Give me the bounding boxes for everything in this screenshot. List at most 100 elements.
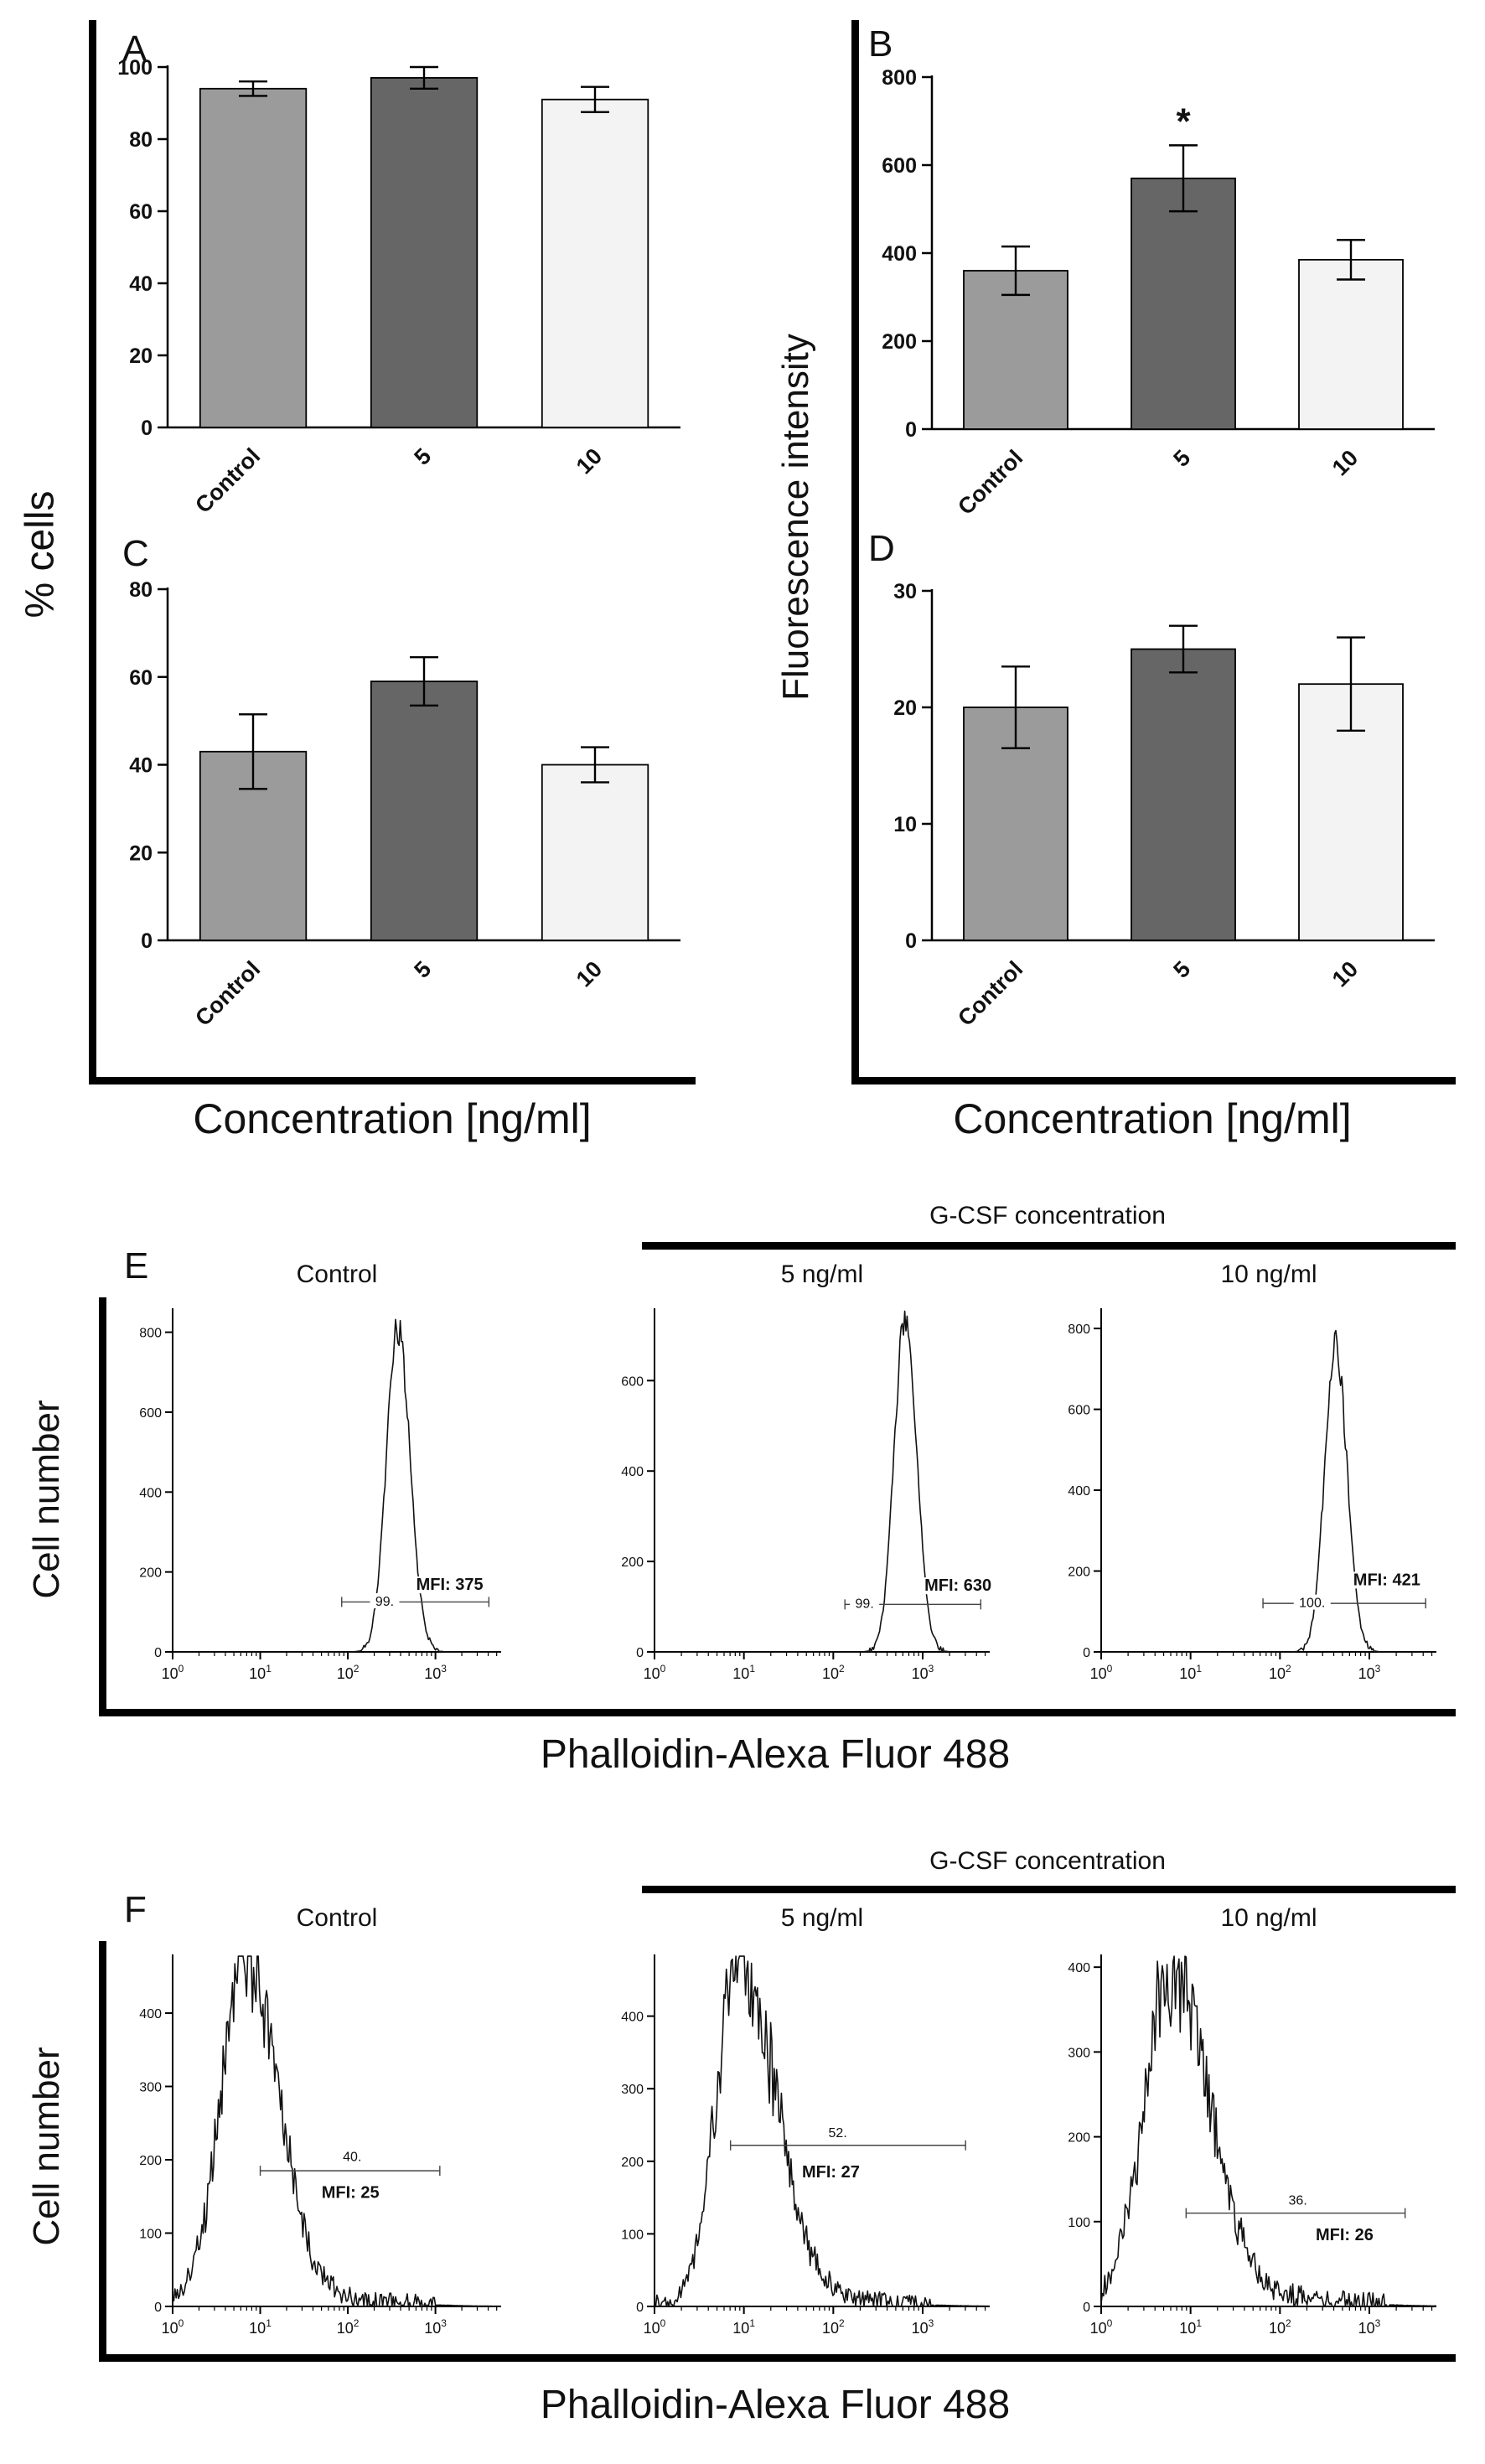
svg-text:MFI: 421: MFI: 421 — [1353, 1571, 1420, 1589]
svg-text:MFI: 375: MFI: 375 — [417, 1576, 484, 1594]
svg-text:0: 0 — [636, 2301, 644, 2315]
svg-text:40.: 40. — [343, 2151, 361, 2165]
panel-letter-e: E — [124, 1245, 149, 1286]
x-axis-label-phalloidin-f: Phalloidin-Alexa Fluor 488 — [540, 2383, 1011, 2427]
gcsf-concentration-header-e: G-CSF concentration — [929, 1202, 1166, 1229]
svg-text:10: 10 — [1327, 445, 1363, 480]
svg-text:Control: Control — [953, 956, 1027, 1031]
svg-text:80: 80 — [129, 578, 153, 602]
svg-text:100: 100 — [644, 2317, 666, 2337]
svg-text:101: 101 — [249, 1663, 272, 1682]
flow-histogram-e-5ngml: 0 200 400 600 100 101 102 103 99. MFI: 630 — [596, 1298, 1003, 1706]
svg-text:100: 100 — [139, 2228, 162, 2242]
svg-text:102: 102 — [822, 1663, 845, 1682]
svg-text:100: 100 — [162, 1663, 184, 1682]
svg-text:103: 103 — [912, 1663, 934, 1682]
svg-text:200: 200 — [1068, 1566, 1090, 1580]
svg-text:Control: Control — [190, 956, 265, 1031]
svg-text:103: 103 — [424, 2317, 447, 2337]
col-title-f-10ngml: 10 ng/ml — [1220, 1904, 1317, 1932]
svg-text:400: 400 — [1068, 1961, 1090, 1975]
svg-text:600: 600 — [621, 1374, 644, 1389]
svg-text:60: 60 — [129, 200, 153, 224]
right-column-axis-spine-vertical — [851, 20, 859, 1084]
svg-text:30: 30 — [893, 580, 917, 603]
svg-text:0: 0 — [141, 417, 153, 440]
bar-chart-a: 0 20 40 60 80 100 Control 5 10 — [88, 29, 701, 587]
svg-text:400: 400 — [1068, 1484, 1090, 1499]
svg-text:20: 20 — [129, 344, 153, 368]
svg-text:103: 103 — [1358, 2317, 1381, 2337]
panel-letter-c: C — [122, 533, 149, 574]
svg-text:600: 600 — [882, 154, 917, 178]
svg-text:10: 10 — [572, 443, 607, 479]
svg-text:*: * — [1176, 101, 1191, 142]
svg-text:100: 100 — [162, 2317, 184, 2337]
bar-chart-d: 0 10 20 30 Control 5 10 — [852, 553, 1456, 1100]
svg-text:600: 600 — [1068, 1404, 1090, 1418]
svg-text:200: 200 — [1068, 2131, 1090, 2146]
right-column-axis-spine-horizontal — [851, 1077, 1456, 1084]
panel-letter-b: B — [868, 23, 893, 65]
gcsf-header-bar-e — [642, 1242, 1456, 1250]
svg-text:400: 400 — [139, 2007, 162, 2021]
left-column-axis-spine-vertical — [89, 20, 96, 1084]
svg-text:80: 80 — [129, 128, 153, 152]
y-axis-label-cell-number-e: Cell number — [26, 1400, 67, 1599]
svg-text:400: 400 — [621, 2011, 644, 2025]
svg-text:99.: 99. — [856, 1597, 874, 1612]
svg-text:101: 101 — [249, 2317, 272, 2337]
svg-text:10: 10 — [893, 813, 917, 836]
svg-text:0: 0 — [1083, 1646, 1090, 1660]
svg-text:10: 10 — [572, 956, 607, 991]
y-axis-label-fluorescence-intensity: Fluorescence intensity — [775, 334, 816, 701]
svg-text:102: 102 — [822, 2317, 845, 2337]
svg-text:800: 800 — [882, 66, 917, 90]
svg-text:10: 10 — [1327, 956, 1363, 991]
bar-chart-c: 0 20 40 60 80 Control 5 10 — [88, 551, 701, 1100]
x-axis-label-phalloidin-e: Phalloidin-Alexa Fluor 488 — [540, 1732, 1011, 1777]
gcsf-header-bar-f — [642, 1886, 1456, 1893]
x-axis-label-concentration-left: Concentration [ng/ml] — [193, 1095, 592, 1142]
svg-text:0: 0 — [154, 1646, 162, 1660]
panel-letter-f: F — [124, 1889, 147, 1930]
svg-text:100: 100 — [621, 2228, 644, 2242]
svg-text:101: 101 — [1179, 1663, 1202, 1682]
col-title-e-control: Control — [296, 1260, 378, 1288]
svg-text:300: 300 — [139, 2081, 162, 2095]
svg-text:99.: 99. — [375, 1595, 394, 1609]
svg-text:MFI: 26: MFI: 26 — [1316, 2226, 1374, 2244]
svg-text:40: 40 — [129, 272, 153, 296]
svg-text:800: 800 — [139, 1327, 162, 1341]
svg-text:100: 100 — [1090, 1663, 1113, 1682]
svg-text:103: 103 — [912, 2317, 934, 2337]
panel-letter-d: D — [868, 528, 895, 569]
svg-text:0: 0 — [141, 929, 153, 953]
svg-text:MFI: 27: MFI: 27 — [802, 2163, 860, 2182]
svg-text:40: 40 — [129, 754, 153, 778]
svg-text:200: 200 — [621, 2156, 644, 2170]
flow-histogram-f-5ngml: 0 100 200 300 400 100 101 102 103 52. MFI: 27 — [596, 1944, 1003, 2360]
svg-text:0: 0 — [154, 2301, 162, 2315]
x-axis-label-concentration-right: Concentration [ng/ml] — [953, 1095, 1352, 1142]
svg-text:MFI: 630: MFI: 630 — [924, 1576, 991, 1595]
svg-text:101: 101 — [1179, 2317, 1202, 2337]
flow-histogram-f-10ngml: 0 100 200 300 400 100 101 102 103 36. MFI: 26 — [1043, 1944, 1450, 2360]
svg-text:0: 0 — [636, 1646, 644, 1660]
svg-text:102: 102 — [337, 2317, 360, 2337]
col-title-e-5ngml: 5 ng/ml — [780, 1260, 864, 1288]
svg-text:400: 400 — [139, 1486, 162, 1500]
left-column-axis-spine-horizontal — [89, 1077, 696, 1084]
svg-text:100: 100 — [1090, 2317, 1113, 2337]
svg-text:102: 102 — [1269, 2317, 1291, 2337]
svg-text:20: 20 — [893, 696, 917, 720]
svg-text:103: 103 — [1358, 1663, 1381, 1682]
e-axis-spine-horizontal — [99, 1709, 1456, 1716]
y-axis-label-cell-number-f: Cell number — [26, 2047, 67, 2246]
svg-text:400: 400 — [621, 1465, 644, 1479]
svg-text:102: 102 — [1269, 1663, 1291, 1682]
svg-text:800: 800 — [1068, 1323, 1090, 1337]
svg-text:100: 100 — [117, 56, 153, 80]
y-axis-label-percent-cells: % cells — [18, 490, 63, 619]
e-axis-spine-vertical — [99, 1297, 106, 1716]
